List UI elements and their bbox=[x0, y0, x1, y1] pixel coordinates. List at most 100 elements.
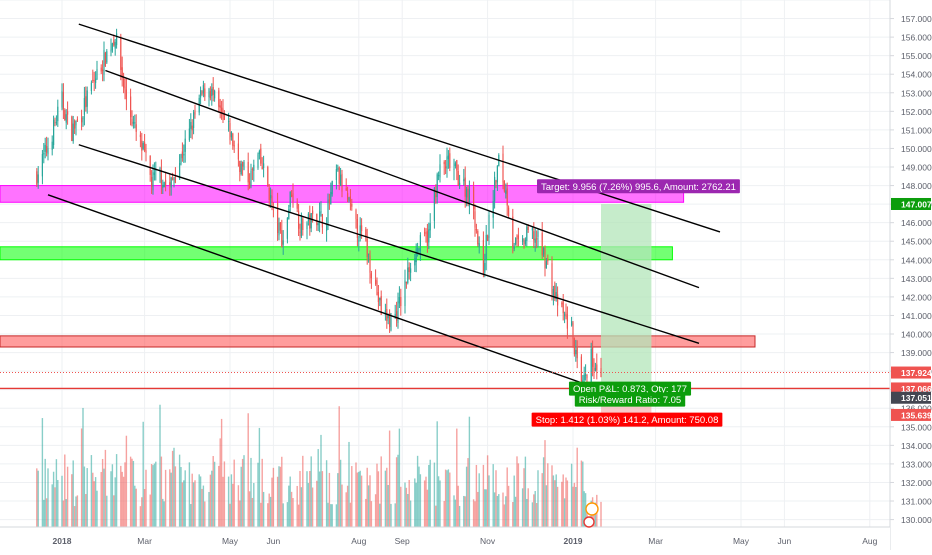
candle-body bbox=[316, 213, 318, 226]
candle-body bbox=[300, 215, 302, 237]
volume-bar bbox=[426, 489, 429, 527]
channel-line-3[interactable] bbox=[78, 144, 700, 344]
volume-bar bbox=[327, 502, 329, 527]
candle-body bbox=[494, 176, 496, 202]
volume-bar bbox=[190, 504, 192, 527]
volume-bar bbox=[472, 499, 475, 527]
candle-body bbox=[328, 199, 330, 204]
volume-bar bbox=[503, 504, 506, 527]
candle-body bbox=[555, 292, 557, 300]
candle-body bbox=[593, 366, 595, 371]
candle-body bbox=[397, 300, 399, 324]
open-pl-label[interactable]: Open P&L: 0.873, Qty: 177 bbox=[568, 381, 692, 396]
candle-body bbox=[230, 132, 232, 138]
candle-body bbox=[561, 303, 563, 305]
candle-body bbox=[64, 109, 66, 120]
target-label[interactable]: Target: 9.956 (7.26%) 995.6, Amount: 276… bbox=[537, 179, 740, 194]
volume-bar bbox=[272, 467, 275, 527]
volume-bar bbox=[321, 471, 324, 527]
candle-body bbox=[116, 33, 118, 46]
volume-bar bbox=[125, 435, 128, 527]
candle-body bbox=[102, 69, 104, 72]
candle-body bbox=[249, 181, 251, 188]
channel-line-2[interactable] bbox=[105, 69, 700, 289]
candle-body bbox=[537, 231, 539, 237]
volume-bar bbox=[219, 438, 221, 527]
y-tick-label: 140.000 bbox=[901, 330, 932, 340]
candle-body bbox=[541, 232, 543, 256]
candle-body bbox=[405, 281, 407, 284]
channel-lines[interactable] bbox=[47, 23, 721, 383]
candle-body bbox=[517, 235, 519, 240]
candle-body bbox=[474, 211, 476, 228]
candle-body bbox=[443, 161, 445, 165]
middle-zone[interactable] bbox=[0, 246, 673, 261]
volume-bar bbox=[253, 482, 255, 527]
candle-body bbox=[417, 248, 419, 252]
dividend-icon[interactable] bbox=[583, 516, 595, 528]
volume-bar bbox=[365, 498, 367, 527]
candle-body bbox=[446, 156, 448, 169]
position-annotations[interactable]: Target: 9.956 (7.26%) 995.6, Amount: 276… bbox=[531, 179, 740, 427]
risk-reward-label[interactable]: Risk/Reward Ratio: 7.05 bbox=[574, 392, 686, 407]
x-axis[interactable]: 2018 Mar May Jun Aug Sep Nov 2019 Mar May Jun Aug bbox=[0, 526, 890, 550]
volume-bar bbox=[377, 471, 380, 527]
candle-body bbox=[565, 312, 567, 317]
volume-bar bbox=[423, 480, 426, 527]
volume-bar bbox=[92, 472, 94, 527]
y-axis[interactable]: 130.000 131.000 132.000 133.000 134.000 135.0… bbox=[889, 0, 932, 550]
volume-bar bbox=[467, 458, 469, 527]
volume-bar bbox=[429, 459, 431, 527]
profit-zone[interactable] bbox=[601, 203, 652, 389]
candle-body bbox=[361, 225, 363, 232]
x-tick-label: Jun bbox=[267, 536, 281, 546]
channel-line-1[interactable] bbox=[78, 23, 721, 233]
stop-label[interactable]: Stop: 1.412 (1.03%) 141.2, Amount: 750.0… bbox=[531, 412, 723, 427]
candle-body bbox=[531, 227, 533, 231]
volume-bar bbox=[260, 502, 262, 527]
x-tick-label: 2018 bbox=[53, 536, 72, 546]
volume-bar bbox=[52, 471, 55, 527]
volume-bar bbox=[496, 495, 499, 527]
volume-bar bbox=[484, 489, 486, 527]
candle-body bbox=[67, 111, 69, 115]
event-icons[interactable] bbox=[583, 502, 599, 528]
volume-bar bbox=[307, 483, 310, 527]
candle-body bbox=[453, 168, 455, 170]
volume-bar bbox=[296, 485, 298, 527]
volume-bar bbox=[227, 476, 230, 527]
candle-body bbox=[268, 188, 270, 201]
volume-bar bbox=[408, 479, 410, 527]
candle-body bbox=[55, 122, 57, 124]
candle-body bbox=[250, 170, 252, 187]
y-tick-label: 145.000 bbox=[901, 237, 932, 247]
volume-bar bbox=[150, 464, 153, 527]
volume-bar bbox=[233, 459, 235, 527]
candle-body bbox=[585, 374, 587, 376]
volume-bar bbox=[349, 502, 352, 527]
candle-body bbox=[282, 240, 284, 245]
candle-body bbox=[279, 222, 281, 231]
channel-line-4[interactable] bbox=[47, 194, 581, 383]
volume-bar bbox=[302, 455, 304, 527]
candle-body bbox=[191, 125, 193, 131]
candle-body bbox=[212, 87, 214, 95]
price-label: 137.924 bbox=[901, 368, 932, 378]
volume-bar bbox=[54, 487, 56, 527]
volume-bar bbox=[86, 468, 88, 527]
x-tick-label: Mar bbox=[137, 536, 152, 546]
volume-bar bbox=[374, 494, 377, 527]
candle-body bbox=[75, 120, 77, 126]
volume-bar bbox=[360, 475, 363, 527]
volume-bar bbox=[183, 480, 185, 527]
event-calendar-icon[interactable] bbox=[585, 502, 599, 516]
candle-body bbox=[170, 177, 172, 188]
volume-bar bbox=[485, 489, 487, 527]
support-zone[interactable] bbox=[0, 335, 756, 348]
candle-body bbox=[445, 166, 447, 169]
volume-bar bbox=[394, 503, 396, 527]
candle-body bbox=[121, 67, 123, 78]
candle-body bbox=[515, 237, 517, 245]
